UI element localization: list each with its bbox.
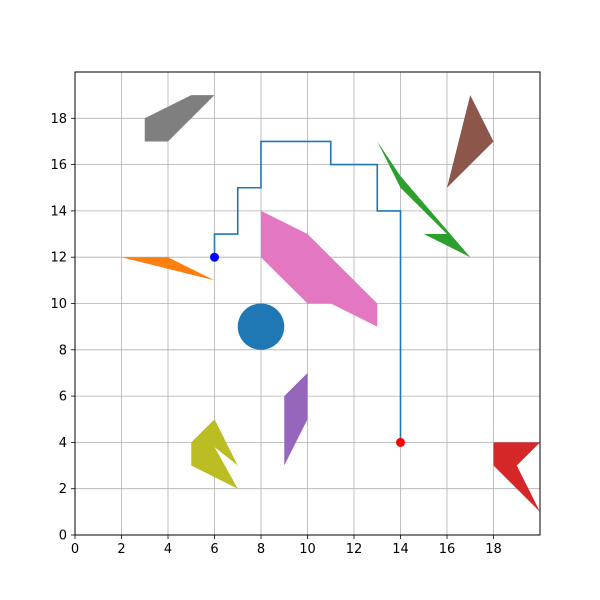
y-tick-label: 12 xyxy=(50,251,67,266)
obstacle-orange xyxy=(121,257,215,281)
obstacle-green xyxy=(377,141,471,258)
y-tick-label: 2 xyxy=(59,482,67,497)
x-tick-label: 6 xyxy=(210,542,218,557)
y-tick-label: 18 xyxy=(50,112,67,127)
y-tick-label: 16 xyxy=(50,158,67,173)
x-tick-label: 0 xyxy=(71,542,79,557)
obstacles xyxy=(121,95,540,512)
x-tick-label: 18 xyxy=(485,542,502,557)
y-tick-label: 4 xyxy=(59,436,67,451)
obstacle-red xyxy=(493,442,540,512)
y-tick-label: 10 xyxy=(50,297,67,312)
end-point xyxy=(396,437,405,447)
obstacle-brown xyxy=(447,95,494,188)
y-tick-label: 14 xyxy=(50,204,67,219)
x-tick-label: 10 xyxy=(299,542,316,557)
obstacle-purple xyxy=(284,372,308,466)
path-layer xyxy=(210,140,405,447)
y-tick-label: 8 xyxy=(59,343,67,358)
x-tick-label: 8 xyxy=(257,542,265,557)
x-tick-label: 14 xyxy=(392,542,409,557)
path-line xyxy=(213,140,402,443)
y-tick-label: 0 xyxy=(59,529,67,544)
start-point xyxy=(210,252,219,262)
obstacle-gray xyxy=(144,95,215,142)
x-tick-label: 2 xyxy=(117,542,125,557)
ticks: 0 2 4 6 8 10 12 14 16 18 0 2 4 6 8 10 12 14 16 18 xyxy=(50,112,501,557)
x-tick-label: 16 xyxy=(439,542,456,557)
y-tick-label: 6 xyxy=(59,390,67,405)
x-tick-label: 12 xyxy=(346,542,363,557)
obstacle-olive xyxy=(191,419,238,489)
obstacle-pink xyxy=(261,210,378,327)
x-tick-label: 4 xyxy=(164,542,172,557)
circle-obstacle xyxy=(237,303,285,350)
